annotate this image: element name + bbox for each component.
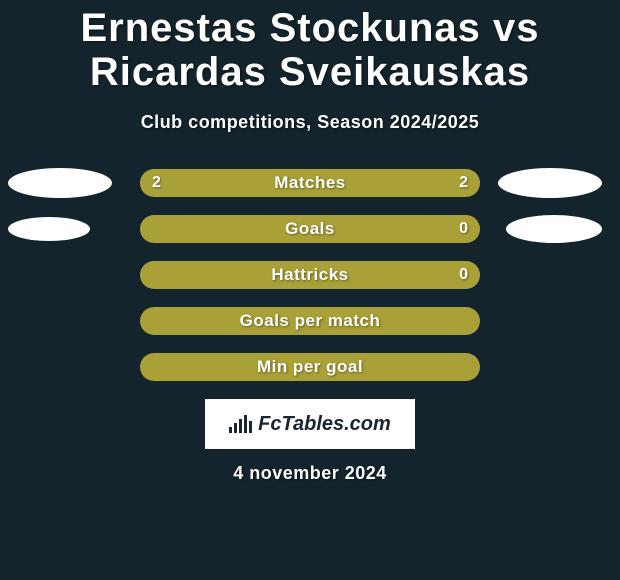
stat-label: Min per goal [140,357,480,377]
comparison-infographic: Ernestas Stockunas vs Ricardas Sveikausk… [0,0,620,580]
stat-bar: Matches2 2 [140,169,480,197]
stat-row: Matches2 2 [0,169,620,197]
brand-text: FcTables.com [258,413,391,436]
stats-list: Matches22Goals0Hattricks0Goals per match… [0,169,620,381]
bar-chart-icon [229,415,252,433]
brand-badge: FcTables.com [205,399,415,449]
stat-label: Matches [140,173,480,193]
stat-value-right: 0 [459,261,468,289]
page-title: Ernestas Stockunas vs Ricardas Sveikausk… [0,6,620,94]
stat-row: Goals per match [0,307,620,335]
stat-bar: Hattricks0 [140,261,480,289]
stat-bar: Goals0 [140,215,480,243]
stat-label: Hattricks [140,265,480,285]
stat-value-right: 0 [459,215,468,243]
player-avatar-right [506,215,602,243]
stat-row: Hattricks0 [0,261,620,289]
subtitle: Club competitions, Season 2024/2025 [0,112,620,133]
player-avatar-right [498,168,602,198]
stat-row: Goals0 [0,215,620,243]
stat-value-left: 2 [152,169,161,197]
player-avatar-left [8,217,90,241]
stat-label: Goals per match [140,311,480,331]
stat-value-right: 2 [459,169,468,197]
player-avatar-left [8,168,112,198]
stat-row: Min per goal [0,353,620,381]
stat-label: Goals [140,219,480,239]
stat-bar: Goals per match [140,307,480,335]
stat-bar: Min per goal [140,353,480,381]
date-label: 4 november 2024 [0,463,620,484]
